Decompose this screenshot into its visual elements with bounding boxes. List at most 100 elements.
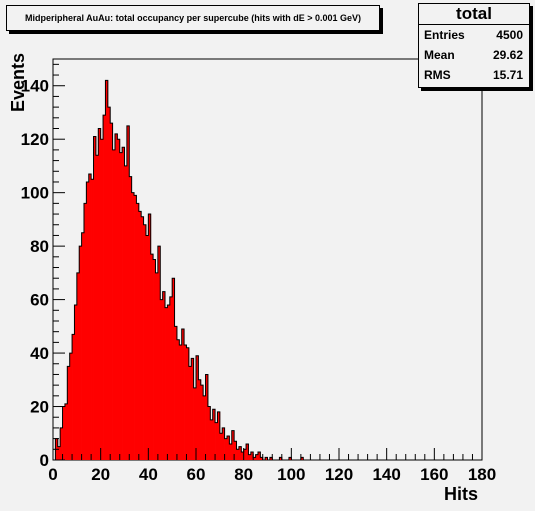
histogram-bin <box>207 406 211 460</box>
histogram-bin <box>110 123 113 460</box>
histogram-bin <box>76 272 80 460</box>
histogram-bin <box>88 173 92 460</box>
histogram-bin <box>176 339 180 460</box>
histogram-bin <box>257 451 261 460</box>
y-tick-label: 60 <box>30 291 49 310</box>
histogram-bin <box>119 152 123 461</box>
x-tick-label: 120 <box>325 465 353 484</box>
y-axis-label: Events <box>8 52 28 112</box>
histogram-bin <box>203 395 206 460</box>
x-axis-ticks: 0 20 40 60 80 100 120 140 160 180 <box>48 448 496 484</box>
histogram-bin <box>148 214 152 460</box>
histogram-bin <box>95 155 99 461</box>
histogram-bin <box>205 374 209 460</box>
stats-row-mean: Mean 29.62 <box>419 45 529 65</box>
histogram-bin <box>60 427 63 460</box>
histogram-bin <box>179 345 183 460</box>
histogram-bin <box>103 115 106 460</box>
x-tick-label: 40 <box>139 465 158 484</box>
y-axis-ticks: 0 20 40 60 80 100 120 140 <box>21 63 65 470</box>
x-tick-label: 60 <box>187 465 206 484</box>
y-tick-label: 80 <box>30 237 49 256</box>
stats-name: total <box>419 4 529 25</box>
x-tick-label: 20 <box>91 465 110 484</box>
histogram-bin <box>131 192 135 460</box>
stats-row-entries: Entries 4500 <box>419 25 529 45</box>
histogram-bin <box>150 254 154 460</box>
y-tick-label: 0 <box>40 451 49 470</box>
stats-label: Mean <box>424 48 455 62</box>
histogram-bin <box>246 443 249 460</box>
stats-row-rms: RMS 15.71 <box>419 65 529 85</box>
histogram-bin <box>160 299 163 460</box>
histogram-bin <box>265 457 268 460</box>
histogram-bin <box>62 406 66 460</box>
histogram-bin <box>184 345 187 460</box>
histogram-bin <box>122 147 125 460</box>
histogram-bin <box>193 387 197 460</box>
y-tick-label: 20 <box>30 398 49 417</box>
x-tick-label: 160 <box>420 465 448 484</box>
x-tick-label: 140 <box>372 465 400 484</box>
histogram-bin <box>141 216 144 460</box>
histogram-bin <box>253 457 256 460</box>
histogram-bin <box>93 136 97 460</box>
histogram-outline <box>53 79 306 461</box>
histogram-bin <box>157 246 161 460</box>
x-axis-label: Hits <box>444 484 479 504</box>
histogram-bin <box>86 181 90 460</box>
histogram-bin <box>181 329 185 460</box>
histogram-bin <box>114 133 118 460</box>
stats-value: 29.62 <box>492 48 523 62</box>
histogram-outline-path <box>53 79 306 461</box>
histogram-bin <box>79 246 82 460</box>
x-tick-label: 0 <box>48 465 57 484</box>
histogram-bin <box>188 366 192 460</box>
stats-box: total Entries 4500 Mean 29.62 RMS 15.71 <box>418 3 530 88</box>
y-tick-label: 120 <box>21 130 49 149</box>
stats-label: RMS <box>424 68 451 82</box>
histogram-bin <box>236 449 240 460</box>
histogram-bin <box>219 433 223 460</box>
y-tick-label: 40 <box>30 344 49 363</box>
histogram-bin <box>143 224 147 460</box>
y-tick-label: 140 <box>21 77 49 96</box>
histogram-bin <box>105 80 109 461</box>
histogram-bin <box>112 149 116 461</box>
histogram-bin <box>210 419 214 460</box>
histogram-bin <box>260 457 264 460</box>
histogram-bin <box>250 451 254 460</box>
histogram-bin <box>74 304 78 460</box>
histogram-bin <box>145 235 149 460</box>
histogram-bin <box>241 451 245 460</box>
x-tick-label: 180 <box>468 465 496 484</box>
histogram-bin <box>200 385 204 460</box>
histogram-bin <box>224 438 228 460</box>
histogram-bin <box>300 457 304 460</box>
histogram-bin <box>174 326 178 460</box>
histogram-bin <box>238 446 242 460</box>
histogram-bin <box>198 379 202 460</box>
histogram-bin <box>288 457 292 460</box>
histogram-bin <box>129 176 132 461</box>
histogram-bin <box>126 125 130 460</box>
histogram-bin <box>107 107 111 461</box>
histogram-bin <box>196 355 199 460</box>
stats-value: 15.71 <box>492 68 523 82</box>
histogram-bars <box>55 80 304 461</box>
histogram-bin <box>248 454 252 460</box>
histogram-bin <box>136 203 140 461</box>
histogram-bin <box>162 291 166 460</box>
histogram-bin <box>124 165 128 460</box>
histogram-bin <box>100 139 104 460</box>
histogram-bin <box>231 430 235 460</box>
histogram-bin <box>155 272 159 460</box>
histogram-bin <box>186 347 190 460</box>
histogram-bin <box>226 435 230 460</box>
histogram-bin <box>64 403 68 460</box>
histogram-bin <box>229 443 233 460</box>
chart-title: Midperipheral AuAu: total occupancy per … <box>6 5 380 31</box>
histogram-bin <box>215 422 218 460</box>
histogram-bin <box>243 449 247 460</box>
